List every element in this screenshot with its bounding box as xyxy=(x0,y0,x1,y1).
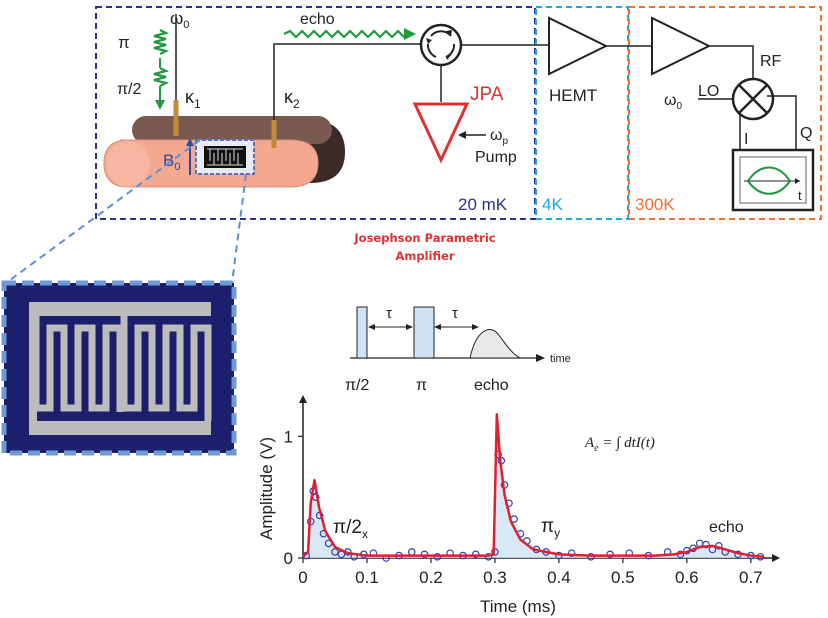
seq-pi-label: π xyxy=(416,377,427,394)
x-tick-label: 0.5 xyxy=(611,568,635,587)
x-tick-label: 0.1 xyxy=(355,568,379,587)
y-tick-label: 1 xyxy=(284,427,293,446)
pi2x-annotation: π/2x xyxy=(333,517,368,541)
x-tick-label: 0.6 xyxy=(675,568,699,587)
data-point xyxy=(702,540,710,549)
data-point xyxy=(331,548,339,556)
osc-t-label: t xyxy=(798,188,802,203)
rf-label: RF xyxy=(760,53,782,70)
echo-arrow-head xyxy=(404,28,416,40)
pi-pulse-wiggle xyxy=(153,29,170,55)
echo-shape xyxy=(469,329,522,359)
pi-half-pulse-wiggle xyxy=(153,67,170,87)
x-tick-label: 0.3 xyxy=(483,568,507,587)
data-point xyxy=(567,549,576,557)
i-label: I xyxy=(744,131,748,148)
echo-signal-wiggle xyxy=(283,29,409,39)
q-label: Q xyxy=(800,125,812,142)
jpa-triangle xyxy=(412,102,470,164)
seq-pi-half-label: π/2 xyxy=(345,377,369,394)
pulse-sequence xyxy=(350,306,545,362)
y-tick-label: 0 xyxy=(284,549,293,568)
y-axis-arrow xyxy=(299,395,307,403)
amplitude-chart: 0 0.1 0.2 0.3 0.4 0.5 0.6 0.7 0 1 Time (ms) Ampli… xyxy=(257,395,780,616)
formula: Ae = ∫ dtI(t) xyxy=(584,435,655,454)
feed-line-2 xyxy=(273,43,420,120)
kappa1-label: κ1 xyxy=(185,87,201,111)
x-tick-label: 0.7 xyxy=(739,568,763,587)
pulse-pi xyxy=(413,306,435,359)
fit-area-fill xyxy=(303,414,764,558)
tau1-label: τ xyxy=(386,305,392,322)
jpa-caption-line1: Josephson Parametric xyxy=(354,231,496,245)
b0-arrow-head xyxy=(186,138,194,146)
rt-amplifier xyxy=(651,16,712,76)
omega-p-label: ωp xyxy=(490,127,509,147)
data-point xyxy=(407,548,416,556)
echo-signal-label: echo xyxy=(300,11,335,28)
time-axis-label: time xyxy=(550,353,571,365)
tau2-label: τ xyxy=(452,305,458,322)
oscilloscope xyxy=(731,148,815,212)
omega0-lo-label: ω0 xyxy=(664,92,683,112)
circulator xyxy=(419,23,463,67)
jpa-label: JPA xyxy=(470,84,504,105)
stage-300k-label: 300K xyxy=(635,195,675,214)
chart-ylabel: Amplitude (V) xyxy=(257,437,276,540)
pump-arrow-head xyxy=(458,131,466,139)
stage-20mk-label: 20 mK xyxy=(458,195,508,214)
x-tick-label: 0.2 xyxy=(419,568,443,587)
stage-300k-box xyxy=(628,6,822,220)
b0-label: B0 xyxy=(163,151,180,173)
pi-half-label: π/2 xyxy=(117,81,141,98)
jpa-caption-line2: Amplifier xyxy=(395,249,455,263)
x-tick-label: 0 xyxy=(298,568,307,587)
resonator-inset xyxy=(1,280,237,456)
resonator-chip xyxy=(195,139,255,175)
zoom-line-right xyxy=(231,173,247,284)
x-tick-label: 0.4 xyxy=(547,568,571,587)
amp-to-mixer-line xyxy=(709,45,754,80)
pulse-arrow-head xyxy=(155,100,165,110)
lo-label: LO xyxy=(698,83,719,100)
pump-label: Pump xyxy=(475,149,517,166)
piy-annotation: πy xyxy=(541,516,560,540)
mixer xyxy=(731,77,775,121)
echo-annotation: echo xyxy=(709,519,744,536)
pi-label: π xyxy=(118,33,130,52)
stage-4k-box xyxy=(535,6,629,220)
pulse-pi-half xyxy=(356,306,368,359)
zoom-line-left xyxy=(5,139,201,284)
stage-4k-label: 4K xyxy=(542,195,563,214)
chart-xlabel: Time (ms) xyxy=(480,597,556,616)
hemt-label: HEMT xyxy=(549,86,597,105)
fit-line xyxy=(302,413,764,559)
kappa2-label: κ2 xyxy=(284,87,300,111)
mixer-q-line xyxy=(767,95,797,150)
seq-echo-label: echo xyxy=(474,377,509,394)
omega0-top-label: ω0 xyxy=(170,9,189,31)
x-axis-arrow xyxy=(772,554,780,562)
jpa-caption: Josephson Parametric Amplifier xyxy=(300,229,550,265)
hemt-amplifier xyxy=(548,16,609,76)
